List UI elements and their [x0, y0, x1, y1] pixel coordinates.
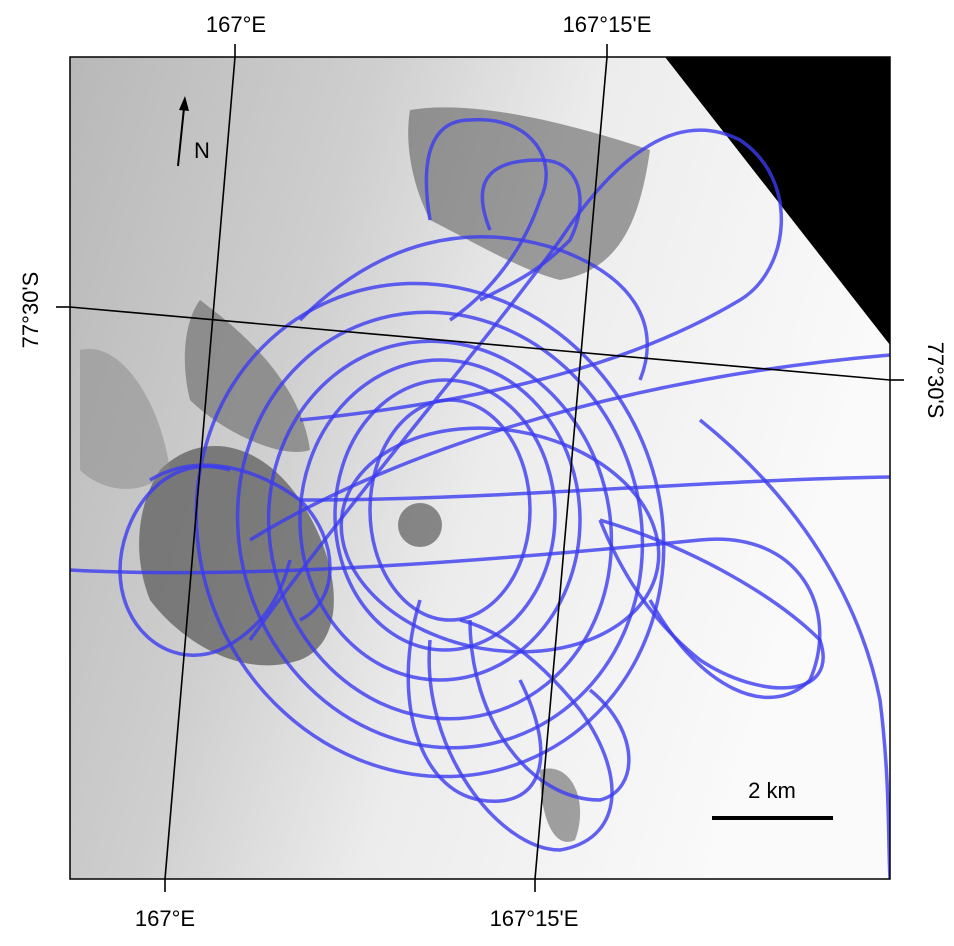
scale-bar-label: 2 km — [748, 778, 796, 803]
bottom-lon-label: 167°15'E — [490, 906, 579, 931]
map: 167°E 167°15'E 167°E 167°15'E 77°30'S 77… — [0, 0, 954, 941]
left-lat-label: 77°30'S — [18, 272, 43, 349]
top-lon-label: 167°E — [206, 12, 266, 37]
right-lat-label: 77°30'S — [923, 342, 948, 419]
north-label: N — [194, 138, 210, 163]
bottom-lon-label: 167°E — [135, 906, 195, 931]
top-lon-label: 167°15'E — [563, 12, 652, 37]
